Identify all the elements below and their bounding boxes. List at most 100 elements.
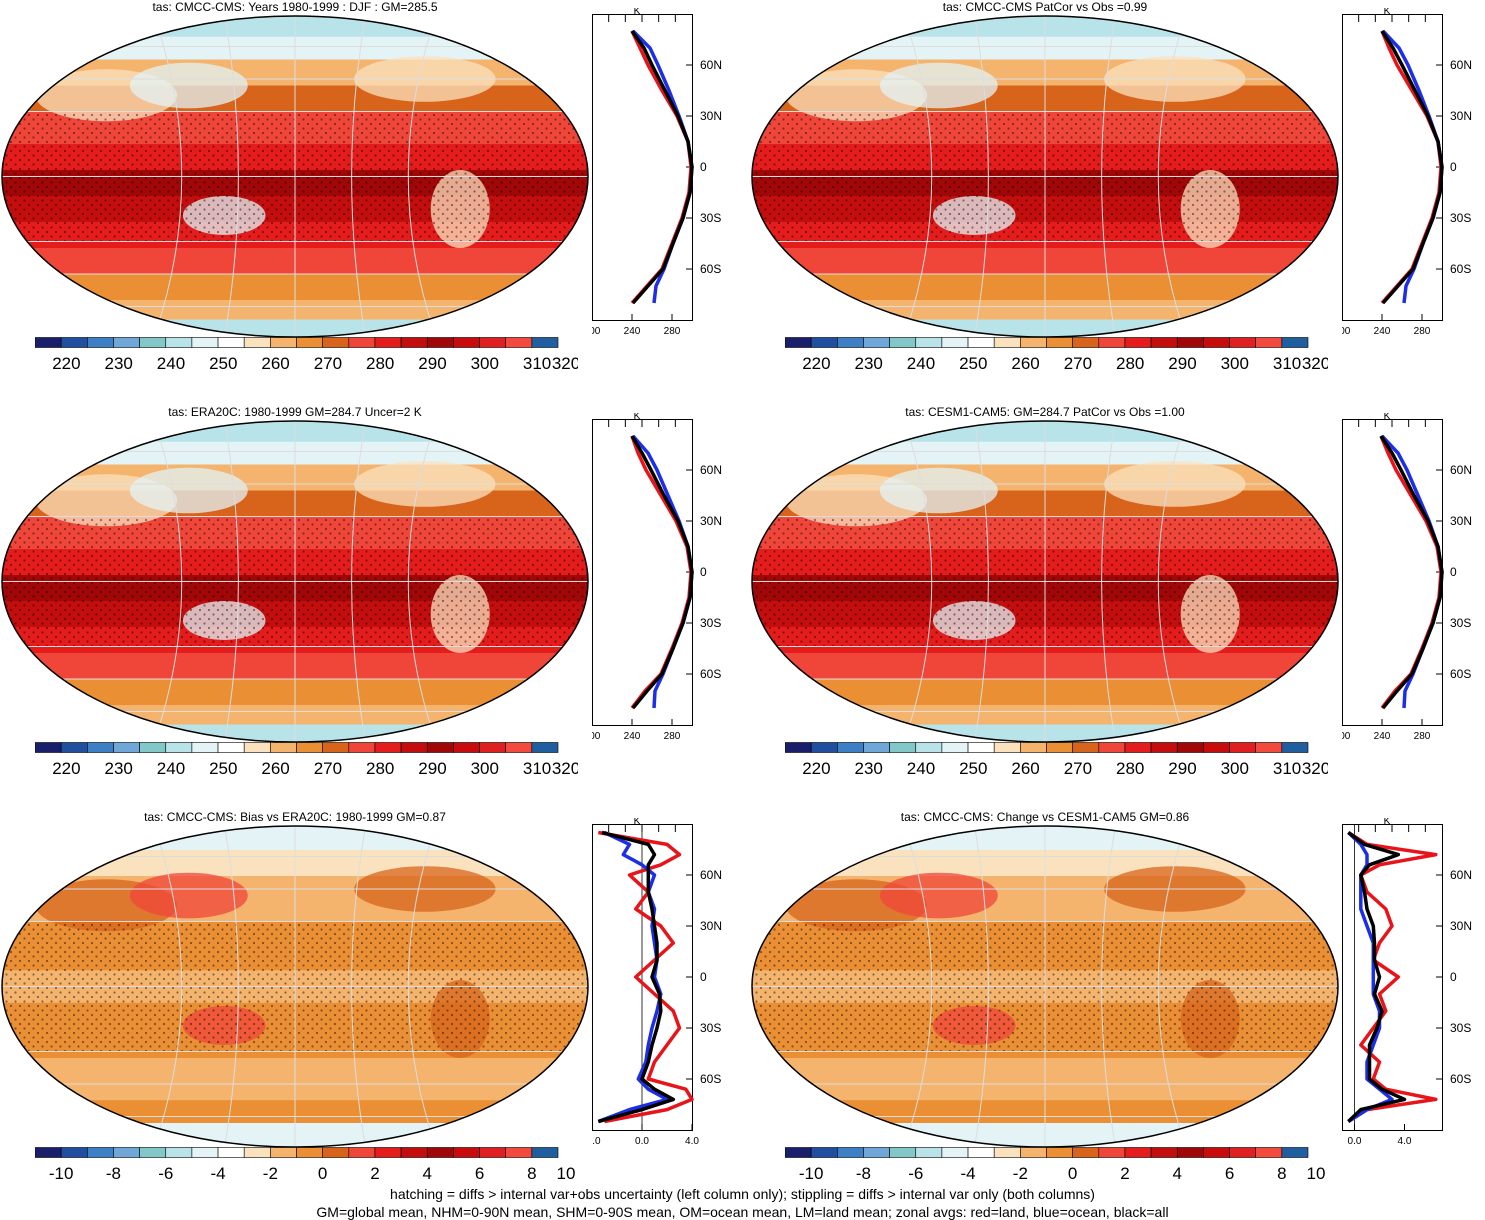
colorbar-label: -4 bbox=[210, 1164, 225, 1183]
colorbar-swatch bbox=[915, 1147, 943, 1158]
zonal-frame bbox=[592, 14, 693, 321]
colorbar-swatch bbox=[426, 1147, 454, 1158]
colorbar-label: 310 bbox=[1273, 354, 1301, 373]
colorbar-swatch bbox=[836, 1147, 864, 1158]
colorbar-swatch bbox=[113, 742, 140, 753]
colorbar-swatch bbox=[374, 337, 402, 348]
colorbar-swatch bbox=[479, 742, 506, 753]
colorbar-label: 240 bbox=[157, 759, 185, 778]
map bbox=[751, 15, 1339, 338]
map bbox=[1, 420, 589, 743]
colorbar-label: 220 bbox=[52, 759, 80, 778]
map bbox=[1, 825, 589, 1148]
colorbar-swatch bbox=[1176, 1147, 1204, 1158]
lat-label: 30S bbox=[1450, 616, 1471, 630]
colorbar-swatch bbox=[941, 742, 969, 753]
colorbar-swatch bbox=[479, 337, 506, 348]
colorbar-swatch bbox=[1203, 337, 1230, 348]
lat-label: 60S bbox=[1450, 667, 1471, 681]
lat-label: 60N bbox=[1450, 58, 1472, 72]
colorbar-swatch bbox=[479, 1147, 506, 1158]
zonal-profile: K 60N 30N 0 30S 60S 200 240 280 bbox=[1342, 8, 1472, 337]
colorbar-label: 320 bbox=[1302, 759, 1328, 778]
colorbar-swatch bbox=[1072, 742, 1100, 753]
colorbar-swatch bbox=[426, 337, 454, 348]
colorbar-swatch bbox=[1229, 337, 1256, 348]
colorbar-swatch bbox=[1124, 1147, 1152, 1158]
colorbar-label: 260 bbox=[261, 354, 289, 373]
colorbar-swatch bbox=[1072, 1147, 1100, 1158]
colorbar-swatch bbox=[270, 337, 297, 348]
colorbar-swatch bbox=[915, 337, 943, 348]
colorbar-swatch bbox=[113, 1147, 140, 1158]
x-tick-label: 280 bbox=[664, 326, 681, 337]
colorbar-swatch bbox=[191, 337, 219, 348]
colorbar-swatch bbox=[863, 742, 890, 753]
panel-4: tas: CESM1-CAM5: GM=284.7 PatCor vs Obs … bbox=[750, 405, 1485, 805]
lat-label: 30N bbox=[1450, 109, 1472, 123]
x-tick-label: -4.0 bbox=[592, 1136, 601, 1147]
panel-title: tas: CMCC-CMS: Years 1980-1999 : DJF : G… bbox=[152, 0, 438, 14]
colorbar-swatch bbox=[967, 742, 995, 753]
colorbar-swatch bbox=[810, 742, 838, 753]
colorbar-label: -2 bbox=[1013, 1164, 1028, 1183]
unit-label: K bbox=[634, 8, 641, 17]
colorbar-label: 250 bbox=[959, 759, 987, 778]
colorbar-swatch bbox=[217, 1147, 245, 1158]
colorbar-swatch bbox=[139, 1147, 167, 1158]
x-tick-label: 280 bbox=[1414, 326, 1431, 337]
colorbar-swatch bbox=[165, 742, 193, 753]
colorbar-swatch bbox=[243, 1147, 271, 1158]
lat-label: 0 bbox=[1450, 970, 1457, 984]
lat-label: 30N bbox=[700, 514, 722, 528]
colorbar-label: 8 bbox=[527, 1164, 536, 1183]
lat-label: 60S bbox=[700, 1072, 721, 1086]
lat-label: 0 bbox=[1450, 565, 1457, 579]
colorbar-swatch bbox=[1255, 337, 1283, 348]
colorbar-swatch bbox=[139, 337, 167, 348]
zonal-frame bbox=[1342, 824, 1443, 1131]
colorbar-swatch bbox=[1255, 1147, 1283, 1158]
x-tick-label: 200 bbox=[1342, 731, 1351, 742]
x-tick-label: 4.0 bbox=[685, 1136, 699, 1147]
colorbar-label: 320 bbox=[552, 354, 578, 373]
colorbar-label: 290 bbox=[418, 354, 446, 373]
lat-label: 0 bbox=[700, 160, 707, 174]
colorbar-swatch bbox=[1124, 742, 1152, 753]
colorbar-swatch bbox=[322, 1147, 350, 1158]
colorbar-label: 270 bbox=[314, 354, 342, 373]
x-tick-label: 200 bbox=[592, 326, 601, 337]
zonal-line-all bbox=[630, 435, 694, 710]
colorbar-label: 8 bbox=[1277, 1164, 1286, 1183]
colorbar-swatch bbox=[1046, 1147, 1073, 1158]
zonal-line-ocean bbox=[631, 29, 694, 304]
colorbar-swatch bbox=[1281, 1147, 1309, 1158]
colorbar-swatch bbox=[1098, 742, 1126, 753]
colorbar-label: 300 bbox=[1221, 759, 1249, 778]
colorbar-label: -10 bbox=[799, 1164, 824, 1183]
colorbar-swatch bbox=[86, 742, 114, 753]
colorbar-swatch bbox=[35, 1147, 62, 1158]
colorbar-swatch bbox=[1046, 337, 1073, 348]
colorbar-label: 290 bbox=[1168, 354, 1196, 373]
colorbar-label: 300 bbox=[471, 354, 499, 373]
lat-label: 0 bbox=[1450, 160, 1457, 174]
colorbar-swatch bbox=[348, 1147, 376, 1158]
colorbar-swatch bbox=[1281, 337, 1309, 348]
colorbar-swatch bbox=[889, 742, 917, 753]
colorbar-swatch bbox=[374, 742, 402, 753]
colorbar-label: 230 bbox=[104, 759, 132, 778]
colorbar-swatch bbox=[941, 1147, 969, 1158]
colorbar-label: 260 bbox=[1011, 759, 1039, 778]
colorbar-swatch bbox=[270, 1147, 297, 1158]
panel-6: tas: CMCC-CMS: Change vs CESM1-CAM5 GM=0… bbox=[750, 810, 1485, 1210]
x-tick-label: 240 bbox=[624, 326, 641, 337]
colorbar-swatch bbox=[1020, 742, 1047, 753]
colorbar-label: 0 bbox=[1068, 1164, 1077, 1183]
colorbar-swatch bbox=[60, 1147, 88, 1158]
colorbar-swatch bbox=[400, 1147, 428, 1158]
colorbar-label: 220 bbox=[802, 759, 830, 778]
colorbar-swatch bbox=[531, 742, 559, 753]
colorbar-label: 220 bbox=[52, 354, 80, 373]
colorbar-swatch bbox=[270, 742, 297, 753]
